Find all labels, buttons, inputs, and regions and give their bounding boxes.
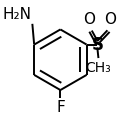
- Text: H₂N: H₂N: [2, 7, 31, 22]
- Text: S: S: [92, 36, 104, 54]
- Text: O: O: [83, 12, 95, 27]
- Text: F: F: [56, 100, 65, 115]
- Text: O: O: [104, 12, 116, 27]
- Text: CH₃: CH₃: [85, 61, 111, 75]
